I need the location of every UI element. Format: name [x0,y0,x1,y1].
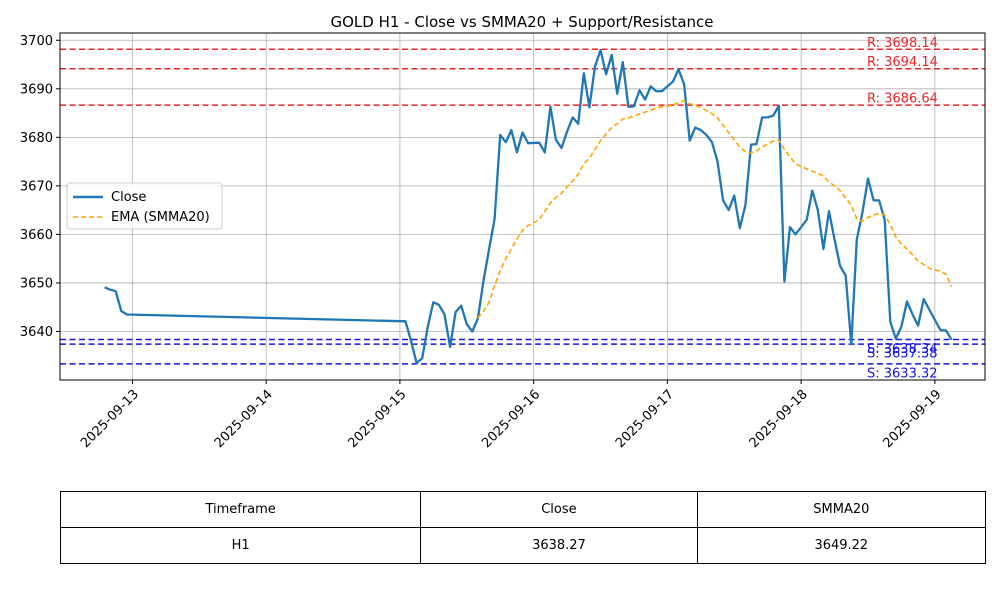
table-header-cell: Timeframe [59,491,422,528]
table-header-cell: Close [420,491,698,528]
resistance-level-label: R: 3698.14 [867,36,938,51]
y-tick-label: 3700 [20,34,53,49]
legend-box [66,182,223,230]
x-tick-label: 2025-09-13 [78,387,142,451]
x-axis: 2025-09-13 2025-09-14 2025-09-15 2025-09-16… [78,380,945,451]
support-level-label: S: 3633.32 [867,366,938,381]
support-resistance-levels [60,48,985,365]
summary-table: Timeframe Close SMMA20 H1 3638.27 3649.2… [59,491,987,564]
plot-frame [59,32,986,381]
chart-title: GOLD H1 - Close vs SMMA20 + Support/Resi… [330,13,713,31]
x-tick-label: 2025-09-17 [613,387,677,451]
close-series-line [104,48,953,365]
table-cell-smma20: 3649.22 [696,527,987,564]
legend-label-close: Close [111,190,146,205]
resistance-level-label: R: 3686.64 [867,92,938,107]
y-tick-label: 3690 [20,82,53,97]
x-tick-label: 2025-09-19 [880,387,944,451]
series-lines [104,48,953,365]
x-tick-label: 2025-09-18 [747,387,811,451]
x-tick-label: 2025-09-14 [212,387,276,451]
y-axis: 3640 3650 3660 3670 3680 3690 3700 [20,34,60,340]
table-cell-timeframe: H1 [59,527,422,564]
resistance-level-label: R: 3694.14 [867,55,938,70]
support-level-label: S: 3637.38 [867,347,938,362]
table-header-row: Timeframe Close SMMA20 [59,491,987,528]
support-level-label: S: 3638.34 [867,342,938,357]
y-tick-label: 3640 [20,325,53,340]
smma20-series-line [477,100,953,319]
x-tick-label: 2025-09-15 [346,387,410,451]
table-cell-close: 3638.27 [420,527,698,564]
x-tick-label: 2025-09-16 [479,387,543,451]
y-tick-label: 3660 [20,228,53,243]
level-labels: R: 3698.14 R: 3694.14 R: 3686.64 S: 3638.34… [867,36,938,382]
chart: GOLD H1 - Close vs SMMA20 + Support/Resi… [20,13,986,451]
y-tick-label: 3670 [20,179,53,194]
table-header-cell: SMMA20 [696,491,987,528]
table-row: H1 3638.27 3649.22 [59,527,987,564]
y-tick-label: 3650 [20,276,53,291]
legend: Close EMA (SMMA20) [66,182,223,230]
legend-label-smma20: EMA (SMMA20) [111,210,210,225]
y-tick-label: 3680 [20,131,53,146]
